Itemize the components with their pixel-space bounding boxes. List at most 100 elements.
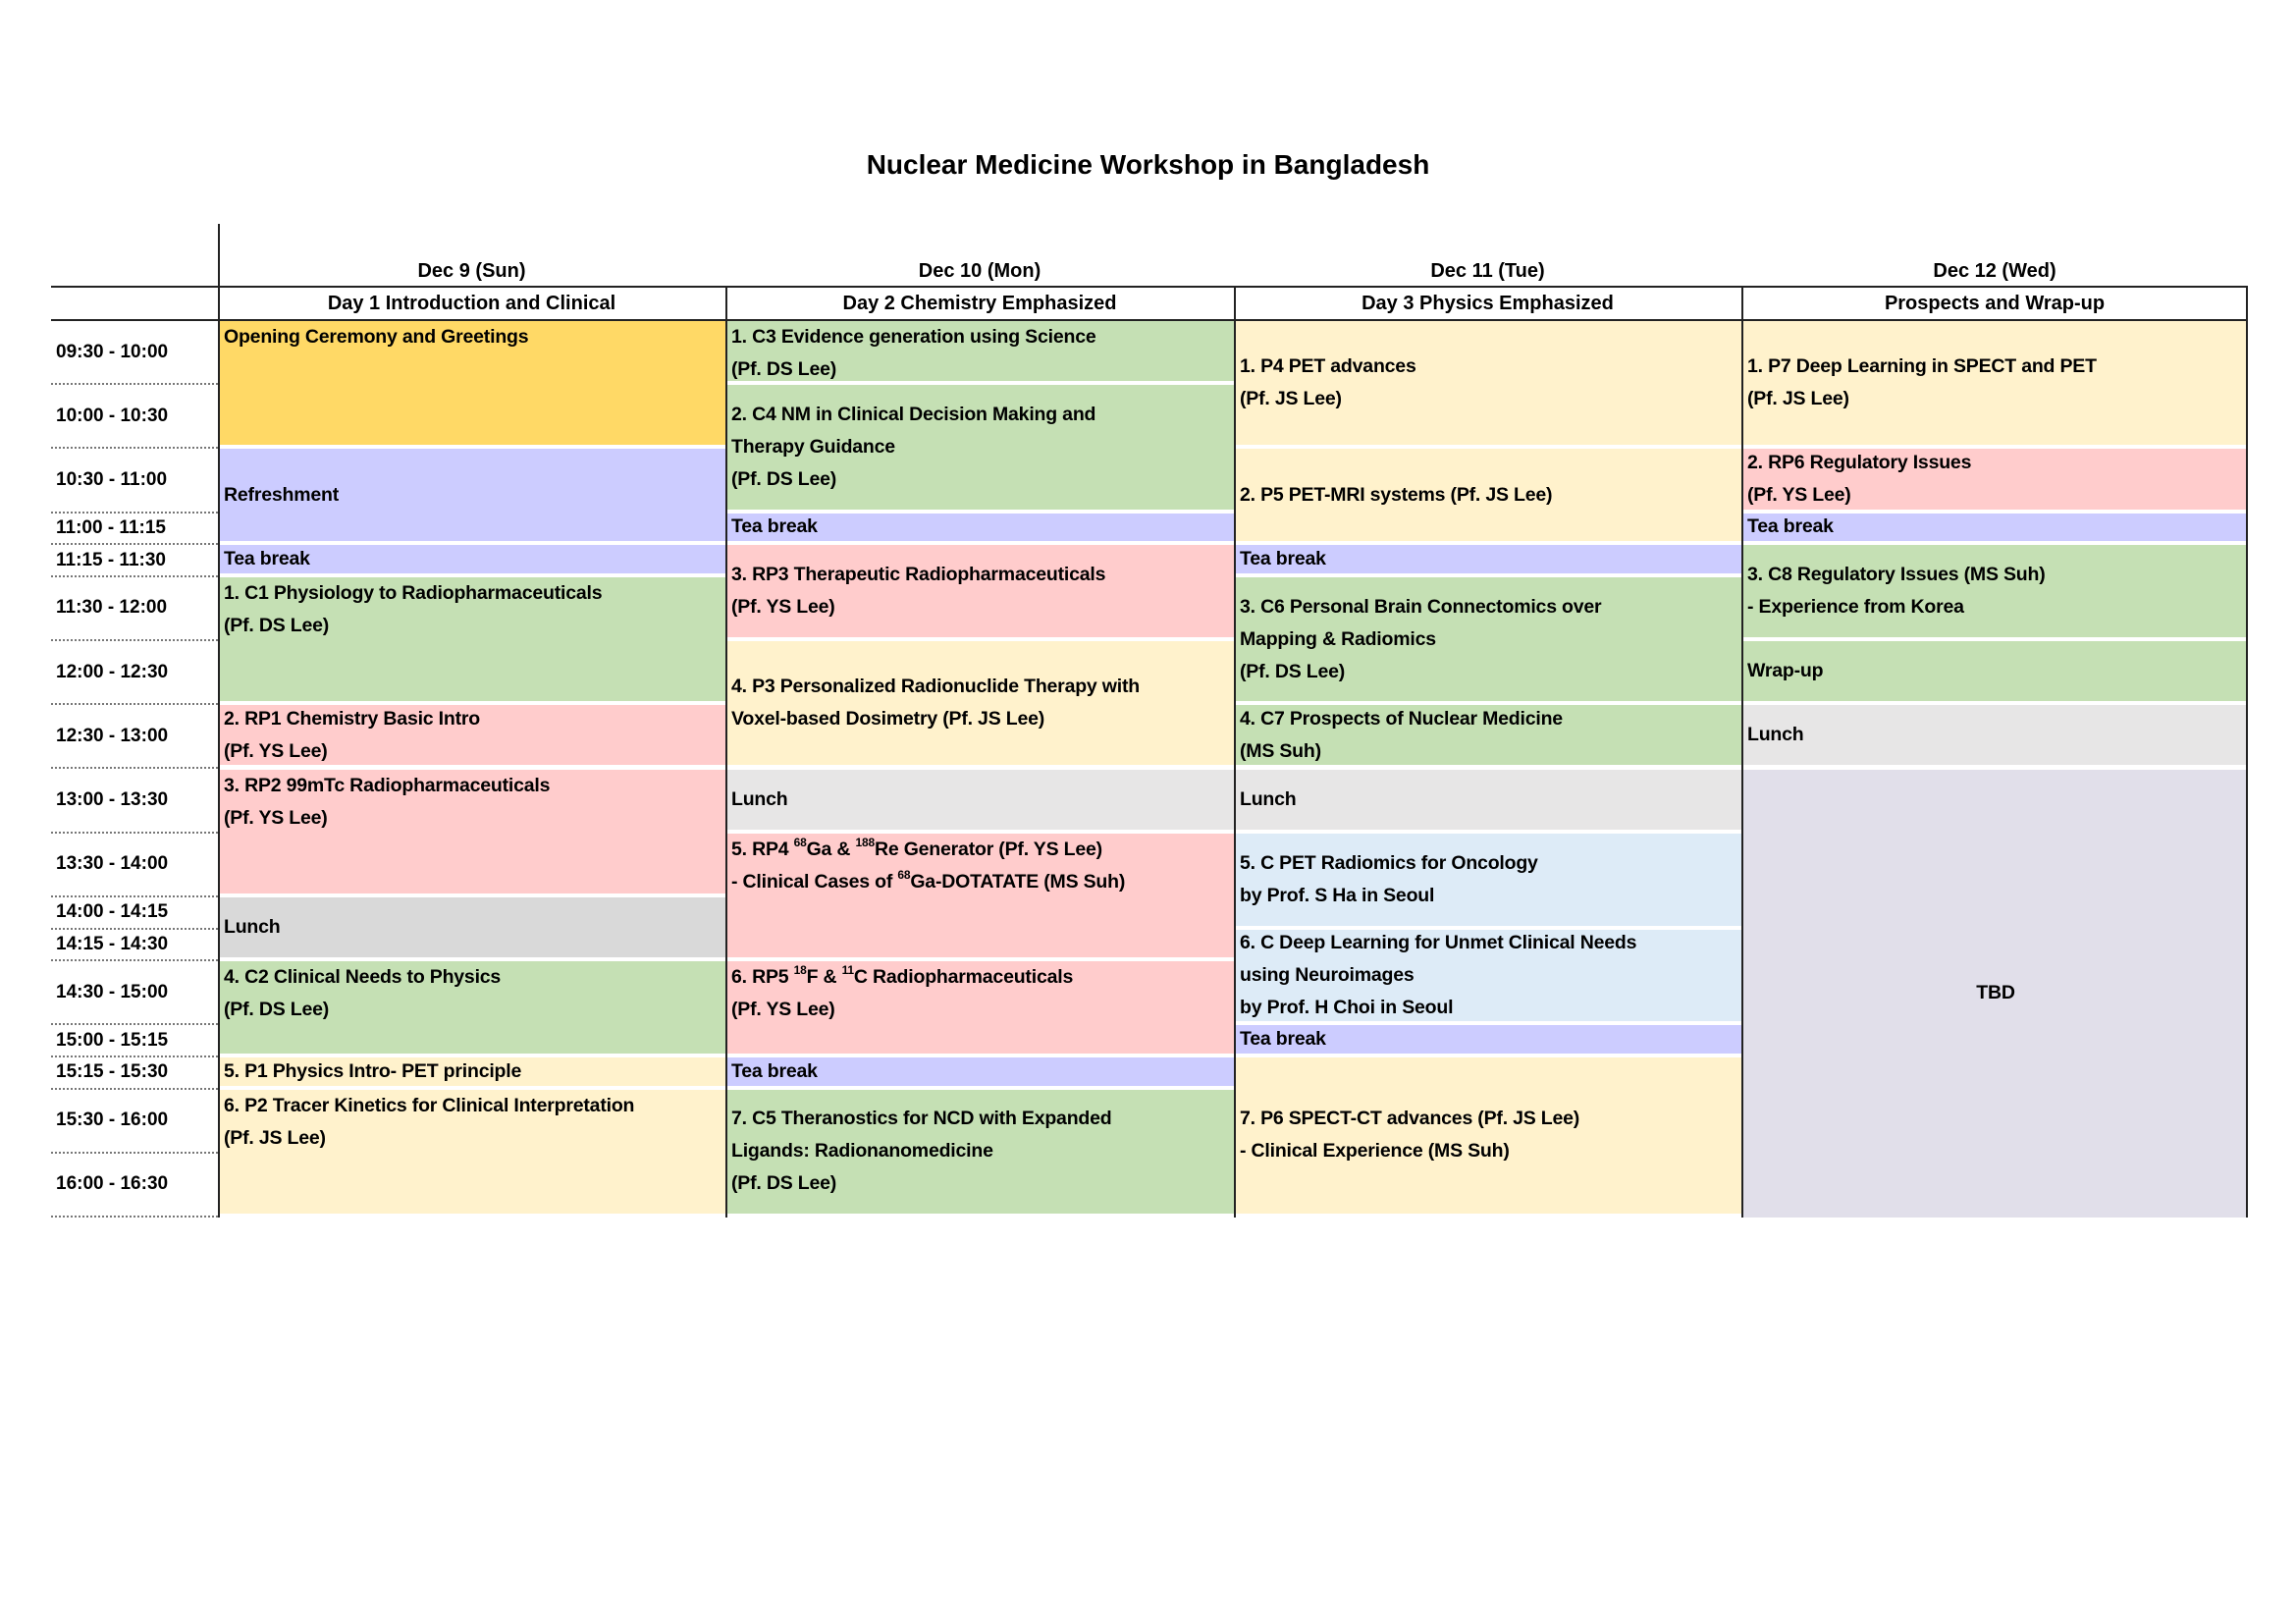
session-text-line: TBD <box>1976 977 2015 1009</box>
session-text: Refreshment <box>224 483 339 506</box>
session-text-line: (Pf. DS Lee) <box>224 610 721 642</box>
session-text: 5. C PET Radiomics for Oncology <box>1240 851 1538 874</box>
column-divider <box>1741 286 1743 1218</box>
session-text: 5. RP4 <box>731 838 794 860</box>
session-block: 6. C Deep Learning for Unmet Clinical Ne… <box>1236 929 1741 1026</box>
session-text-line: 5. RP4 68Ga & 188Re Generator (Pf. YS Le… <box>731 834 1230 866</box>
session-text-line: Tea break <box>1240 545 1737 573</box>
session-text-line: by Prof. H Choi in Seoul <box>1240 992 1737 1021</box>
session-text: (Pf. YS Lee) <box>224 739 328 762</box>
session-block: 3. RP2 99mTc Radiopharmaceuticals (Pf. YS… <box>220 769 725 897</box>
session-block: 5. RP4 68Ga & 188Re Generator (Pf. YS Le… <box>727 833 1234 962</box>
session-text: Tea break <box>224 548 310 570</box>
session-text-line: (Pf. YS Lee) <box>224 802 721 835</box>
session-text-line: (Pf. DS Lee) <box>731 463 1230 496</box>
session-block: 2. RP6 Regulatory Issues (Pf. YS Lee) <box>1743 449 2248 514</box>
session-text-line: (Pf. JS Lee) <box>1747 383 2244 415</box>
session-text: 2. RP1 Chemistry Basic Intro <box>224 707 480 730</box>
session-text: Tea break <box>731 515 818 538</box>
session-text: - Experience from Korea <box>1747 596 1964 619</box>
session-text-line: (Pf. YS Lee) <box>1747 479 2244 510</box>
session-text: 6. RP5 <box>731 966 794 989</box>
session-text-line: 2. RP1 Chemistry Basic Intro <box>224 705 721 735</box>
time-slot-label: 16:00 - 16:30 <box>51 1154 218 1218</box>
session-block: Lunch <box>1236 769 1741 834</box>
time-slot-label: 11:15 - 11:30 <box>51 545 218 577</box>
session-text: 3. RP3 Therapeutic Radiopharmaceuticals <box>731 564 1106 586</box>
session-text-line: Refreshment <box>224 479 721 512</box>
session-text-line: (Pf. JS Lee) <box>1240 383 1737 415</box>
isotope-mass-number: 68 <box>793 835 807 849</box>
session-text: (Pf. DS Lee) <box>224 614 330 636</box>
session-text: (MS Suh) <box>1240 739 1321 762</box>
session-text-line: 5. C PET Radiomics for Oncology <box>1240 847 1737 880</box>
session-text-line: Tea break <box>731 1057 1230 1086</box>
session-text-line: Voxel-based Dosimetry (Pf. JS Lee) <box>731 703 1230 735</box>
session-text: by Prof. S Ha in Seoul <box>1240 884 1435 906</box>
session-text: (Pf. YS Lee) <box>224 806 328 829</box>
session-text: 4. C7 Prospects of Nuclear Medicine <box>1240 707 1563 730</box>
session-block: 2. P5 PET-MRI systems (Pf. JS Lee) <box>1236 449 1741 546</box>
session-text-line: - Clinical Cases of 68Ga-DOTATATE (MS Su… <box>731 866 1230 898</box>
session-text-line: Lunch <box>1240 784 1737 816</box>
session-text-line: 6. P2 Tracer Kinetics for Clinical Inter… <box>224 1090 721 1122</box>
session-text: Lunch <box>731 787 788 810</box>
day-date-header: Dec 11 (Tue) <box>1430 260 1545 282</box>
column-divider <box>725 286 727 1218</box>
session-text: 1. C3 Evidence generation using Science <box>731 326 1096 348</box>
session-text-line: Ligands: Radionanomedicine <box>731 1135 1230 1167</box>
session-text: (Pf. YS Lee) <box>731 999 835 1021</box>
isotope-mass-number: 68 <box>897 867 911 882</box>
session-text-line: Mapping & Radiomics <box>1240 623 1737 656</box>
session-block: 7. C5 Theranostics for NCD with Expanded… <box>727 1089 1234 1218</box>
header-divider <box>51 286 2248 288</box>
time-slot-label: 12:00 - 12:30 <box>51 641 218 706</box>
session-text: Ga-DOTATATE (MS Suh) <box>910 870 1126 893</box>
session-text-line: - Clinical Experience (MS Suh) <box>1240 1135 1737 1167</box>
session-text: Therapy Guidance <box>731 435 895 458</box>
session-text: 2. P5 PET-MRI systems (Pf. JS Lee) <box>1240 483 1553 506</box>
session-text: (Pf. DS Lee) <box>731 467 837 490</box>
time-slot-label: 11:00 - 11:15 <box>51 514 218 546</box>
session-text: Mapping & Radiomics <box>1240 627 1436 650</box>
session-block: TBD <box>1743 769 2248 1218</box>
session-block: 7. P6 SPECT-CT advances (Pf. JS Lee) - Cl… <box>1236 1056 1741 1218</box>
time-slot-label: 10:30 - 11:00 <box>51 449 218 514</box>
session-text-line: (Pf. YS Lee) <box>224 735 721 766</box>
session-text: Tea break <box>1747 515 1834 538</box>
session-block: 5. P1 Physics Intro- PET principle <box>220 1056 725 1090</box>
session-text-line: 2. RP6 Regulatory Issues <box>1747 449 2244 479</box>
session-text-line: Tea break <box>731 514 1230 542</box>
session-text: (Pf. JS Lee) <box>1240 388 1342 410</box>
session-text: 2. RP6 Regulatory Issues <box>1747 452 1972 474</box>
day-date-header: Dec 12 (Wed) <box>1933 260 2056 282</box>
session-text-line: 1. C3 Evidence generation using Science <box>731 321 1230 353</box>
session-text-line: (Pf. YS Lee) <box>731 994 1230 1026</box>
isotope-mass-number: 18 <box>793 963 807 978</box>
day-theme-header: Day 2 Chemistry Emphasized <box>842 293 1117 314</box>
session-text: Ga & <box>806 838 856 860</box>
session-block: Tea break <box>1236 1025 1741 1057</box>
session-text-line: by Prof. S Ha in Seoul <box>1240 880 1737 912</box>
day-theme-header: Prospects and Wrap-up <box>1884 293 2106 314</box>
session-block: 2. C4 NM in Clinical Decision Making and… <box>727 385 1234 514</box>
session-text-line: 4. P3 Personalized Radionuclide Therapy … <box>731 671 1230 703</box>
session-text: C Radiopharmaceuticals <box>853 966 1074 989</box>
session-text-line: 2. P5 PET-MRI systems (Pf. JS Lee) <box>1240 479 1737 512</box>
session-text-line: Lunch <box>224 911 721 944</box>
session-block: 1. C3 Evidence generation using Science (… <box>727 321 1234 386</box>
session-block: Refreshment <box>220 449 725 546</box>
session-text-line: 3. C8 Regulatory Issues (MS Suh) <box>1747 559 2244 591</box>
session-text-line: (Pf. DS Lee) <box>731 353 1230 381</box>
session-text: 7. P6 SPECT-CT advances (Pf. JS Lee) <box>1240 1108 1580 1130</box>
session-text: (Pf. JS Lee) <box>224 1126 326 1149</box>
session-block: Lunch <box>220 896 725 962</box>
day-date-header: Dec 10 (Mon) <box>918 260 1041 282</box>
session-text: TBD <box>1976 982 2015 1004</box>
session-text-line: (MS Suh) <box>1240 735 1737 766</box>
session-text: (Pf. YS Lee) <box>1747 484 1851 507</box>
session-text: Lunch <box>224 916 281 939</box>
session-block: Tea break <box>727 513 1234 546</box>
session-text-line: 1. P7 Deep Learning in SPECT and PET <box>1747 351 2244 383</box>
page-title: Nuclear Medicine Workshop in Bangladesh <box>866 149 1430 180</box>
